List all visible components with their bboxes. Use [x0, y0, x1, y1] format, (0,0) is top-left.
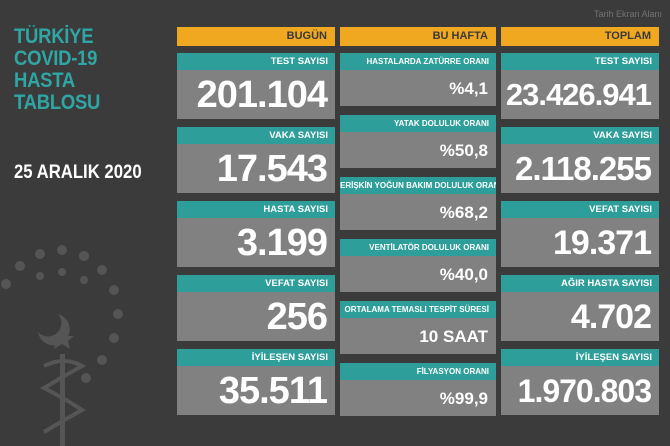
- card-label: ORTALAMA TEMASLI TESPİT SÜRESİ: [340, 301, 496, 318]
- card-value: 2.118.255: [501, 144, 659, 193]
- week-pneumonia-card: HASTALARDA ZATÜRRE ORANI %4,1: [340, 53, 496, 106]
- card-value: %99,9: [340, 380, 496, 416]
- total-test-card: TEST SAYISI 23.426.941: [501, 53, 659, 119]
- total-death-card: VEFAT SAYISI 19.371: [501, 201, 659, 267]
- card-value: 256: [177, 292, 335, 341]
- card-label: VEFAT SAYISI: [177, 275, 335, 292]
- card-value: 23.426.941: [501, 70, 659, 119]
- today-recovered-card: İYİLEŞEN SAYISI 35.511: [177, 349, 335, 415]
- card-value: 17.543: [177, 144, 335, 193]
- card-label: FİLYASYON ORANI: [340, 363, 496, 380]
- card-value: 201.104: [177, 70, 335, 119]
- card-label: VAKA SAYISI: [501, 127, 659, 144]
- card-label: TEST SAYISI: [501, 53, 659, 70]
- week-ventilator-card: VENTİLATÖR DOLULUK ORANI %40,0: [340, 239, 496, 292]
- card-value: %40,0: [340, 256, 496, 292]
- card-value: %50,8: [340, 132, 496, 168]
- ministry-of-health-emblem-icon: [1, 245, 123, 446]
- total-case-card: VAKA SAYISI 2.118.255: [501, 127, 659, 193]
- title-line: COVID-19: [14, 47, 98, 70]
- card-label: VENTİLATÖR DOLULUK ORANI: [340, 239, 496, 256]
- today-case-card: VAKA SAYISI 17.543: [177, 127, 335, 193]
- page-title: TÜRKİYE COVID-19 HASTA TABLOSU: [14, 26, 100, 114]
- total-column: TOPLAM TEST SAYISI 23.426.941 VAKA SAYIS…: [501, 27, 659, 446]
- week-header: BU HAFTA: [340, 27, 496, 46]
- card-value: 3.199: [177, 218, 335, 267]
- card-label: TEST SAYISI: [177, 53, 335, 70]
- today-header: BUGÜN: [177, 27, 335, 46]
- total-severe-card: AĞIR HASTA SAYISI 4.702: [501, 275, 659, 341]
- total-recovered-card: İYİLEŞEN SAYISI 1.970.803: [501, 349, 659, 415]
- title-line: TÜRKİYE: [14, 25, 94, 48]
- card-value: 19.371: [501, 218, 659, 267]
- card-label: HASTA SAYISI: [177, 201, 335, 218]
- card-value: 10 SAAT: [340, 318, 496, 354]
- total-header: TOPLAM: [501, 27, 659, 46]
- title-line: HASTA: [14, 69, 75, 92]
- card-label: YATAK DOLULUK ORANI: [340, 115, 496, 132]
- card-value: %68,2: [340, 194, 496, 230]
- card-label: AĞIR HASTA SAYISI: [501, 275, 659, 292]
- card-label: HASTALARDA ZATÜRRE ORANI: [340, 53, 496, 70]
- week-bed-card: YATAK DOLULUK ORANI %50,8: [340, 115, 496, 168]
- week-column: BU HAFTA HASTALARDA ZATÜRRE ORANI %4,1 Y…: [340, 27, 496, 446]
- watermark-text: Tarih Ekran Alanı: [593, 9, 662, 19]
- today-test-card: TEST SAYISI 201.104: [177, 53, 335, 119]
- today-column: BUGÜN TEST SAYISI 201.104 VAKA SAYISI 17…: [177, 27, 335, 446]
- card-value: 1.970.803: [501, 366, 659, 415]
- card-label: ERİŞKİN YOĞUN BAKIM DOLULUK ORANI: [340, 177, 496, 194]
- report-date: 25 ARALIK 2020: [14, 162, 142, 183]
- card-label: VAKA SAYISI: [177, 127, 335, 144]
- card-label: İYİLEŞEN SAYISI: [501, 349, 659, 366]
- card-label: İYİLEŞEN SAYISI: [177, 349, 335, 366]
- card-value: %4,1: [340, 70, 496, 106]
- week-filiation-card: FİLYASYON ORANI %99,9: [340, 363, 496, 416]
- card-value: 4.702: [501, 292, 659, 341]
- card-label: VEFAT SAYISI: [501, 201, 659, 218]
- title-line: TABLOSU: [14, 91, 101, 114]
- week-contact-card: ORTALAMA TEMASLI TESPİT SÜRESİ 10 SAAT: [340, 301, 496, 354]
- today-patient-card: HASTA SAYISI 3.199: [177, 201, 335, 267]
- week-icu-card: ERİŞKİN YOĞUN BAKIM DOLULUK ORANI %68,2: [340, 177, 496, 230]
- today-death-card: VEFAT SAYISI 256: [177, 275, 335, 341]
- card-value: 35.511: [177, 366, 335, 415]
